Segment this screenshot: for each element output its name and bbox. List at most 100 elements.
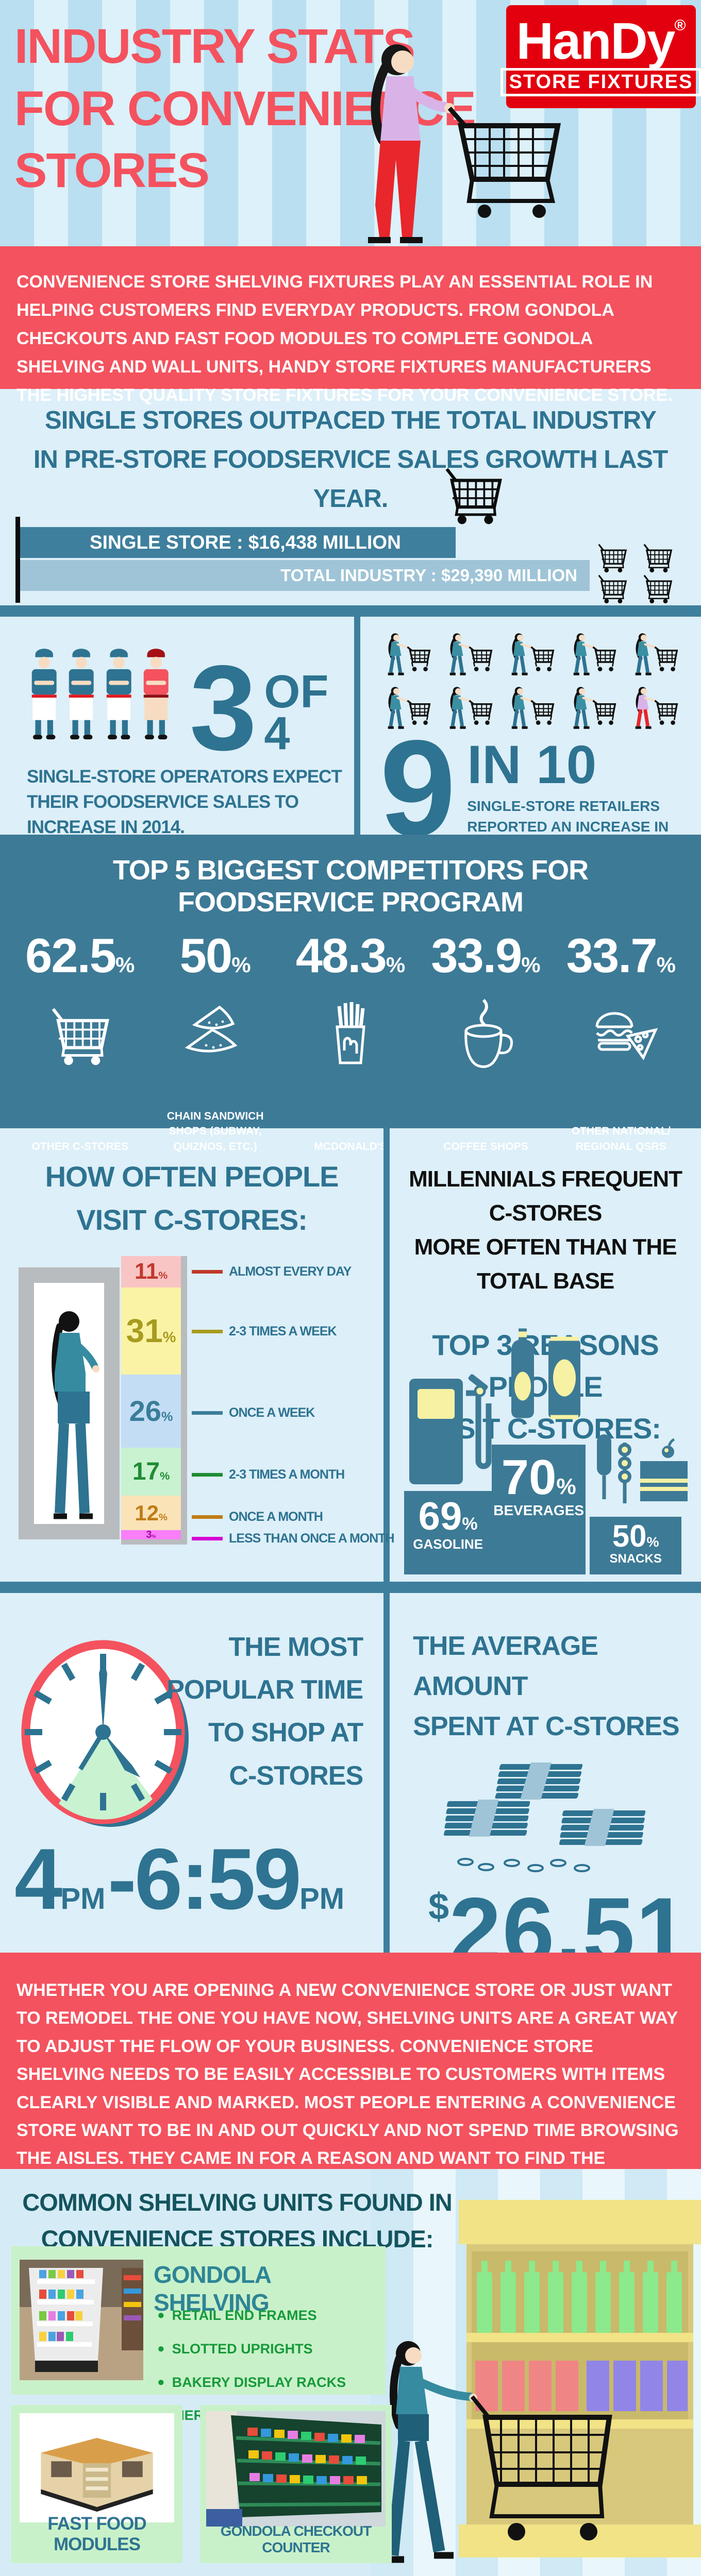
segment-once-a-month: 12% <box>121 1496 181 1531</box>
snacks-icon <box>597 1434 688 1503</box>
top-reasons-panel: MILLENNIALS FREQUENT C-STORES MORE OFTEN… <box>390 1128 701 1582</box>
gondola-checkout-card: GONDOLA CHECKOUT COUNTER <box>200 2405 392 2563</box>
segment-almost-every-day: 11% <box>121 1256 181 1287</box>
segment-2-3-times-week: 31% <box>121 1287 181 1375</box>
segment-2-3-times-month: 17% <box>121 1448 181 1496</box>
competitors-heading: TOP 5 BIGGEST COMPETITORS FOR FOODSERVIC… <box>112 855 589 918</box>
shopping-cart-icon <box>638 543 677 573</box>
fast-food-modules-card: FAST FOOD MODULES <box>11 2405 182 2563</box>
intro-paragraph-section: CONVENIENCE STORE SHELVING FIXTURES PLAY… <box>0 246 701 405</box>
gondola-checkout-caption: GONDOLA CHECKOUT COUNTER <box>220 2523 372 2555</box>
retailers-denominator: IN 10 <box>467 735 597 795</box>
competitors-row: 62.5% OTHER C-STORES 50% CHAIN SANDWICH … <box>12 931 689 1158</box>
shelving-units-section: COMMON SHELVING UNITS FOUND IN CONVENIEN… <box>0 2169 701 2576</box>
gondola-checkout-photo <box>206 2411 386 2527</box>
popular-time-value: 4PM -6:59PM <box>14 1831 345 1927</box>
header-section: INDUSTRY STATS FOR CONVENIENCE STORES Ha <box>0 0 701 246</box>
store-operator-icon <box>27 635 61 755</box>
shopper-cart-icon <box>442 631 499 677</box>
shopping-cart-icon <box>593 543 632 573</box>
time-amount-section: THE MOST POPULAR TIME TO SHOP AT C-STORE… <box>0 1593 701 1983</box>
operators-caption: SINGLE-STORE OPERATORS EXPECT THEIR FOOD… <box>27 767 342 837</box>
operators-denominator: OF 4 <box>264 666 329 759</box>
bullet-item: RETAIL END FRAMES <box>158 2299 355 2332</box>
gondola-shelving-photo <box>20 2260 143 2380</box>
fast-food-modules-caption: FAST FOOD MODULES <box>47 2514 146 2554</box>
visit-frequency-panel: HOW OFTEN PEOPLE VISIT C-STORES: <box>0 1128 395 1582</box>
handy-store-fixtures-logo: HanDy® STORE FIXTURES <box>500 5 701 108</box>
reasons-podium-chart: 69% GASOLINE 70% BEVERAGES 50% SNACKS <box>404 1328 688 1574</box>
shopping-cart-icon <box>48 1005 112 1067</box>
door-stacked-chart: 11% 31% 26% 17% 12% 3% ALMOST EVERY DAY … <box>0 1253 395 1562</box>
shopper-cart-icon <box>504 631 561 677</box>
visits-reasons-section: HOW OFTEN PEOPLE VISIT C-STORES: <box>0 1128 701 1582</box>
millennials-note: MILLENNIALS FREQUENT C-STORES MORE OFTEN… <box>409 1166 682 1294</box>
shopping-cart-icon <box>441 465 506 526</box>
popular-time-panel: THE MOST POPULAR TIME TO SHOP AT C-STORE… <box>0 1593 390 1953</box>
operators-big-number: 3 <box>189 639 257 775</box>
single-store-bar: SINGLE STORE : $16,438 MILLION <box>20 527 456 558</box>
total-industry-bar: TOTAL INDUSTRY : $29,390 MILLION <box>20 560 590 591</box>
competitors-section: TOP 5 BIGGEST COMPETITORS FOR FOODSERVIC… <box>0 835 701 1153</box>
sandwich-icon <box>185 1005 238 1053</box>
stats-split-section: 3 OF 4 SINGLE-STORE OPERATORS EXPECT THE… <box>0 617 701 877</box>
shopper-cart-icon <box>627 631 685 677</box>
segment-label: 2-3 TIMES A WEEK <box>192 1324 337 1339</box>
clock-icon <box>21 1640 189 1827</box>
gas-pump-icon <box>409 1374 492 1484</box>
mini-cart-icons <box>593 543 685 604</box>
bar-chart-axis <box>15 517 20 603</box>
logo-brand-text: HanDy® <box>516 12 686 70</box>
shopping-cart-icon <box>638 573 677 604</box>
segment-label: ALMOST EVERY DAY <box>192 1264 352 1279</box>
segment-once-a-week: 26% <box>121 1374 181 1448</box>
fast-food-modules-photo <box>20 2413 174 2522</box>
shelving-heading: COMMON SHELVING UNITS FOUND IN CONVENIEN… <box>22 2189 452 2252</box>
operators-stat-panel: 3 OF 4 SINGLE-STORE OPERATORS EXPECT THE… <box>0 617 354 837</box>
outro-paragraph-section: WHETHER YOU ARE OPENING A NEW CONVENIENC… <box>0 1953 701 2196</box>
average-spent-panel: THE AVERAGE AMOUNT SPENT AT C-STORES <box>390 1593 701 1983</box>
store-shelf-shopper-illustration <box>385 2200 701 2563</box>
divider-band <box>0 605 701 617</box>
burger-pizza-icon <box>595 1012 658 1061</box>
woman-at-door-illustration <box>52 1311 99 1519</box>
reason-bar-snacks: 50% SNACKS <box>590 1517 682 1574</box>
competitor-stat: 33.9% COFFEE SHOPS <box>431 928 541 1153</box>
outro-text: WHETHER YOU ARE OPENING A NEW CONVENIENC… <box>16 1980 679 2196</box>
fries-icon <box>336 1002 365 1064</box>
top-reasons-heading: TOP 3 REASONS PEOPLE VISIT C-STORES: <box>430 1329 661 1445</box>
popular-time-heading: THE MOST POPULAR TIME TO SHOP AT C-STORE… <box>166 1632 363 1791</box>
sales-growth-heading: SINGLE STORES OUTPACED THE TOTAL INDUSTR… <box>33 406 668 513</box>
shopper-cart-icon-highlight <box>627 685 685 731</box>
bottle-can-icon <box>511 1328 581 1419</box>
divider-band <box>0 1582 701 1593</box>
shopper-with-cart-illustration <box>368 44 561 243</box>
segment-label: ONCE A MONTH <box>192 1510 323 1524</box>
segment-label: 2-3 TIMES A MONTH <box>192 1467 345 1482</box>
money-stacks-icon <box>444 1762 646 1872</box>
retailers-stat-panel: 9 IN 10 SINGLE-STORE RETAILERS REPORTED … <box>354 617 701 877</box>
visit-frequency-heading: HOW OFTEN PEOPLE VISIT C-STORES: <box>45 1160 339 1236</box>
competitor-stat: 62.5% OTHER C-STORES <box>25 928 135 1153</box>
shopper-cart-icon <box>380 631 438 677</box>
sales-growth-section: SINGLE STORES OUTPACED THE TOTAL INDUSTR… <box>0 389 701 605</box>
segment-less-than-once-month: 3% <box>121 1529 181 1540</box>
coffee-cup-icon <box>464 998 513 1068</box>
intro-text: CONVENIENCE STORE SHELVING FIXTURES PLAY… <box>16 272 673 405</box>
competitor-stat: 33.7% OTHER NATIONAL/ REGIONAL QSRS <box>566 928 676 1153</box>
logo-tagline: STORE FIXTURES <box>500 67 701 97</box>
registered-mark: ® <box>674 16 686 34</box>
shopping-cart-icon <box>593 573 632 604</box>
bullet-item: BAKERY DISPLAY RACKS <box>158 2366 355 2399</box>
visit-frequency-stack: 11% 31% 26% 17% 12% 3% <box>121 1256 187 1545</box>
competitor-stat: 50% CHAIN SANDWICH SHOPS (SUBWAY, QUIZNO… <box>166 928 264 1153</box>
shopper-cart-icon <box>565 631 623 677</box>
segment-label: ONCE A WEEK <box>192 1405 315 1420</box>
shopper-cart-icon <box>565 685 623 731</box>
store-operator-icon-highlight <box>139 635 173 755</box>
store-operator-icon <box>102 635 136 755</box>
reason-bar-beverages: 70% BEVERAGES <box>492 1445 586 1574</box>
store-operator-icon <box>64 635 98 755</box>
shopper-cart-icon <box>504 685 561 731</box>
